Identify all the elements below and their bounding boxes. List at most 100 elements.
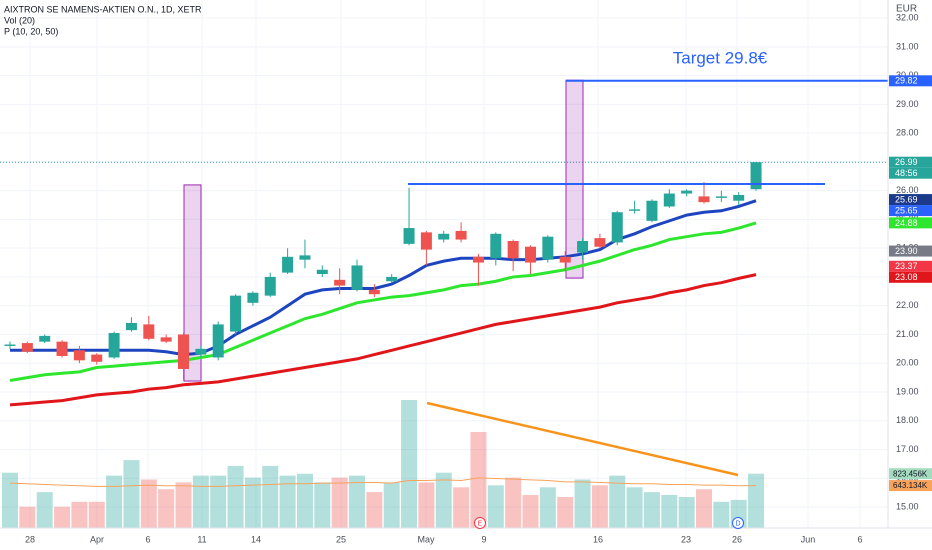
volume-bar [19, 506, 36, 528]
price-tag [889, 205, 932, 217]
y-tick-label: 31.00 [896, 41, 919, 51]
volume-bar [626, 487, 643, 528]
candle-body [316, 269, 328, 275]
candle-body [403, 228, 415, 244]
candle-body [21, 343, 33, 352]
volume-bar [192, 475, 209, 528]
event-marker [474, 517, 486, 529]
y-tick-label: 28.00 [896, 128, 919, 138]
volume-bar [522, 495, 539, 528]
volume-bar [296, 473, 313, 528]
x-tick-label: 6 [145, 534, 150, 544]
volume-bar [158, 489, 175, 528]
candle-body [629, 209, 641, 211]
candle-body [715, 196, 727, 198]
price-tag-label: 23.08 [895, 272, 918, 282]
volume-tag-label: 823.456K [893, 469, 928, 478]
volume-tag [889, 468, 932, 480]
x-tick-label: 16 [593, 534, 603, 544]
x-tick-label: 11 [197, 534, 206, 544]
volume-bar [175, 482, 192, 528]
volume-bar [140, 479, 157, 528]
price-tag-label: 23.90 [895, 246, 918, 256]
x-tick-label: 6 [857, 534, 862, 544]
countdown: 48:56 [895, 168, 918, 178]
y-tick-label: 18.00 [896, 415, 919, 425]
candle-body [646, 200, 658, 221]
x-tick-label: Jun [801, 534, 816, 544]
price-tag-label: 25.69 [895, 194, 918, 204]
volume-bar [36, 492, 53, 528]
candle-body [4, 344, 16, 346]
candle-body [91, 354, 103, 362]
volume-tag-label: 643.134K [893, 481, 928, 490]
volume-bar [453, 487, 470, 528]
candle-body [663, 193, 675, 207]
volume-bar [696, 489, 712, 528]
y-tick-label: 17.00 [896, 444, 919, 454]
price-tag [889, 260, 932, 272]
candle-body [247, 292, 259, 303]
volume-bar [262, 465, 279, 528]
price-tag [889, 75, 932, 87]
volume-bar [366, 492, 383, 528]
candle-body [386, 276, 398, 282]
moving-average [10, 199, 757, 357]
moving-average [9, 221, 757, 382]
candle-body [299, 255, 311, 260]
volume-bar [331, 477, 348, 528]
volume-bar [2, 472, 18, 528]
candle-body [525, 246, 536, 263]
candle-body [490, 233, 502, 259]
x-tick-label: Apr [90, 534, 104, 544]
volume-bar [557, 496, 574, 528]
volume-bar [661, 495, 678, 528]
volume-ma [9, 477, 757, 487]
candle-body [178, 334, 189, 369]
candle-body [351, 265, 363, 290]
price-tag [889, 217, 932, 229]
price-tag [889, 271, 932, 283]
price-tag-label: 23.37 [895, 261, 918, 271]
volume-bar [418, 482, 435, 528]
candle-body [420, 232, 432, 250]
volume-bar [470, 432, 487, 528]
x-tick-label: 9 [481, 534, 486, 544]
volume-bar [227, 465, 244, 528]
x-tick-label: 14 [251, 534, 261, 544]
x-tick-label: 26 [732, 534, 742, 544]
ma-indicator: P (10, 20, 50) [4, 26, 58, 36]
y-tick-label: 26.00 [896, 185, 919, 195]
x-tick-label: 23 [681, 534, 691, 544]
price-tag [889, 156, 932, 168]
candle-body [681, 190, 693, 194]
volume-bar [71, 501, 88, 528]
volume-bar [210, 475, 227, 528]
candle-body [594, 238, 606, 247]
candle-body [195, 348, 207, 355]
volume-bar [505, 477, 522, 528]
event-marker [732, 517, 744, 529]
candle-body [368, 289, 380, 295]
volume-bar [574, 479, 591, 528]
moving-average [9, 273, 757, 407]
candle-body [56, 341, 68, 357]
volume-bar [401, 400, 418, 528]
candle-body [212, 324, 224, 358]
volume-bar [643, 492, 660, 528]
volume-bar [123, 460, 140, 528]
price-tag [889, 194, 932, 206]
volume-bar [487, 485, 504, 528]
price-tag-label: 29.82 [895, 76, 918, 86]
volume-bar [591, 485, 608, 528]
candle-body [698, 196, 710, 203]
countdown-tag [889, 167, 932, 179]
candle-body [750, 162, 762, 190]
event-label: E [478, 520, 483, 527]
x-tick-label: May [417, 534, 435, 544]
volume-pane [2, 400, 765, 528]
price-tag-label: 24.88 [895, 218, 918, 228]
